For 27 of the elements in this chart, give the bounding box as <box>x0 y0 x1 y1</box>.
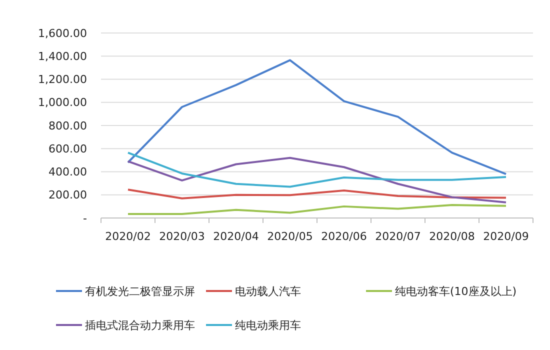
x-tick-label: 2020/08 <box>429 230 475 243</box>
line-series <box>127 59 507 176</box>
x-tick-label: 2020/06 <box>321 230 367 243</box>
y-tick-label: 800.00 <box>48 119 87 132</box>
x-tick-label: 2020/05 <box>267 230 313 243</box>
x-tick-label: 2020/07 <box>375 230 421 243</box>
line-series <box>127 188 507 200</box>
y-tick-label: 400.00 <box>48 166 87 179</box>
legend-label: 纯电动客车(10座及以上) <box>395 284 517 298</box>
line-series <box>127 152 507 188</box>
legend-label: 纯电动乘用车 <box>235 318 301 332</box>
x-tick-label: 2020/09 <box>483 230 529 243</box>
y-tick-label: 600.00 <box>48 142 87 156</box>
x-tick-label: 2020/04 <box>213 230 259 243</box>
y-tick-label: 1,600.00 <box>38 26 87 40</box>
legend-label: 电动载人汽车 <box>235 284 301 298</box>
x-tick-label: 2020/02 <box>105 230 151 243</box>
line-series <box>127 204 507 215</box>
y-tick-label: 1,000.00 <box>38 96 87 110</box>
y-tick-label: 1,400.00 <box>38 50 87 63</box>
y-tick-label: 200.00 <box>48 188 87 202</box>
y-tick-label: - <box>83 212 88 225</box>
legend-label: 有机发光二极管显示屏 <box>85 284 195 298</box>
x-tick-label: 2020/03 <box>159 230 205 243</box>
legend-label: 插电式混合动力乘用车 <box>85 318 195 332</box>
y-tick-label: 1,200.00 <box>38 73 87 86</box>
line-series <box>127 156 507 204</box>
